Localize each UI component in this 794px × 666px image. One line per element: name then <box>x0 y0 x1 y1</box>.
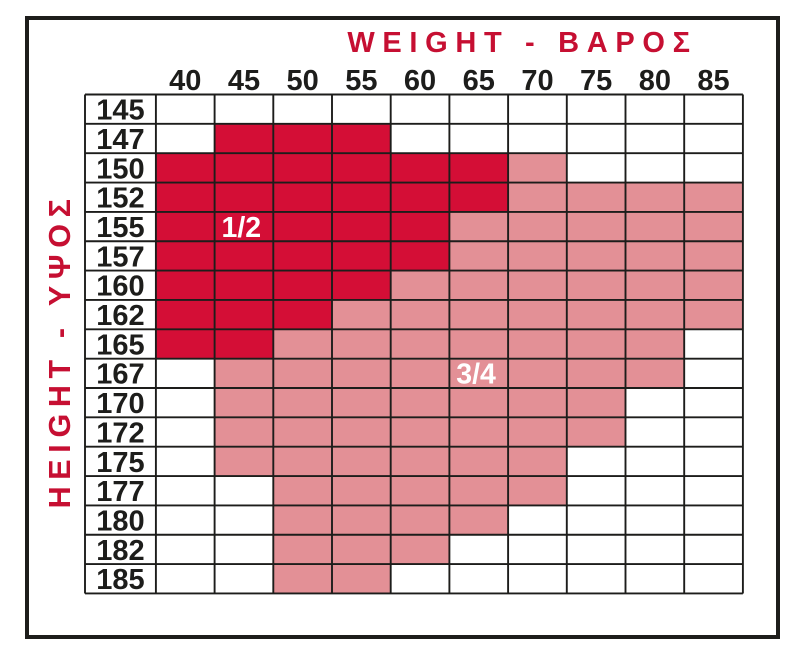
svg-text:152: 152 <box>96 183 144 215</box>
svg-text:80: 80 <box>639 65 671 97</box>
svg-text:50: 50 <box>287 65 319 97</box>
svg-text:75: 75 <box>580 65 612 97</box>
svg-text:167: 167 <box>96 359 144 391</box>
svg-text:65: 65 <box>463 65 495 97</box>
svg-text:182: 182 <box>96 535 144 567</box>
svg-text:70: 70 <box>521 65 553 97</box>
svg-text:155: 155 <box>96 212 144 244</box>
svg-text:157: 157 <box>96 241 144 273</box>
svg-text:85: 85 <box>697 65 729 97</box>
svg-text:147: 147 <box>96 124 144 156</box>
svg-text:177: 177 <box>96 476 144 508</box>
svg-text:45: 45 <box>228 65 260 97</box>
svg-text:HEIGHT - ΥΨΟΣ: HEIGHT - ΥΨΟΣ <box>43 192 77 508</box>
svg-text:WEIGHT - ΒΑΡΟΣ: WEIGHT - ΒΑΡΟΣ <box>347 27 697 59</box>
svg-text:175: 175 <box>96 447 144 479</box>
svg-text:1/2: 1/2 <box>221 212 261 244</box>
svg-text:185: 185 <box>96 564 144 596</box>
svg-text:150: 150 <box>96 153 144 185</box>
svg-text:60: 60 <box>404 65 436 97</box>
svg-text:3/4: 3/4 <box>456 359 496 391</box>
svg-text:180: 180 <box>96 505 144 537</box>
svg-text:55: 55 <box>345 65 377 97</box>
svg-text:162: 162 <box>96 300 144 332</box>
svg-text:170: 170 <box>96 388 144 420</box>
svg-text:40: 40 <box>169 65 201 97</box>
svg-text:145: 145 <box>96 95 144 127</box>
svg-text:165: 165 <box>96 329 144 361</box>
svg-text:172: 172 <box>96 417 144 449</box>
svg-text:160: 160 <box>96 271 144 303</box>
